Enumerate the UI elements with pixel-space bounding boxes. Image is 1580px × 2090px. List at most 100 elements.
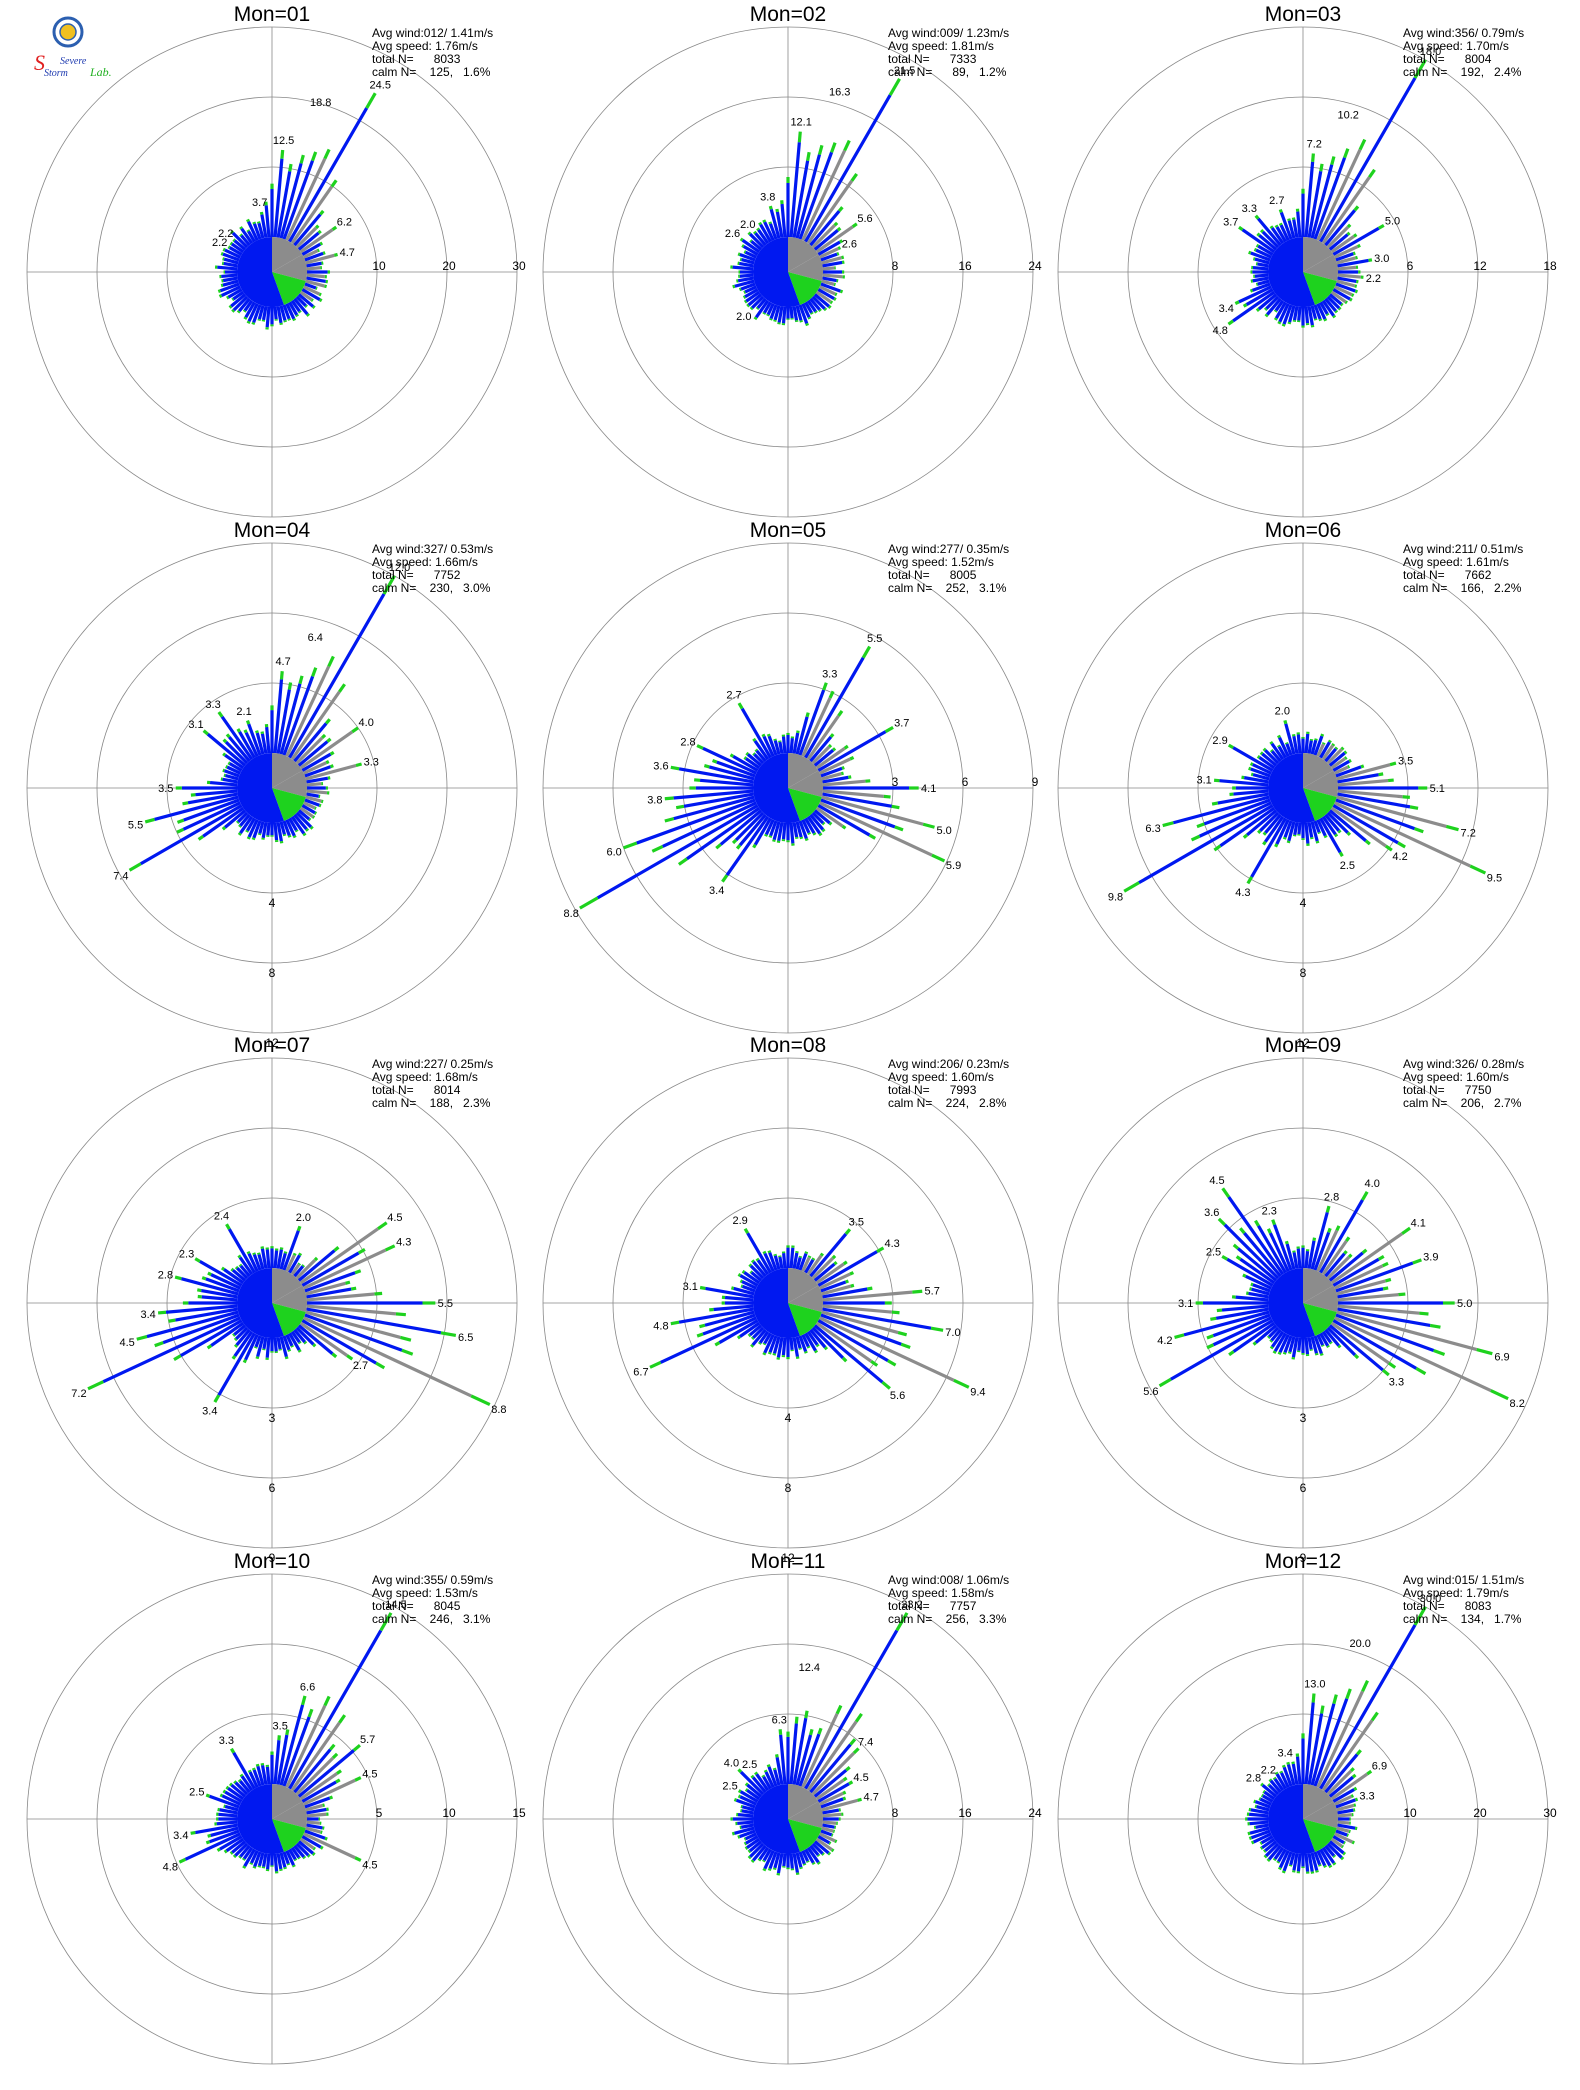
rose-petal-tip [1413, 1606, 1427, 1626]
rose-petal-bar [305, 1281, 346, 1296]
rose-petal-bar [1264, 1842, 1280, 1858]
rose-petal-tip [311, 815, 316, 819]
rose-petal-tip [231, 309, 235, 313]
rose-petal-tip [174, 1275, 182, 1281]
rose-petal-bar [1264, 1840, 1278, 1852]
rose-petal-bar [238, 1780, 251, 1794]
calm-pie-slice [1303, 237, 1334, 272]
rose-petal-tip [750, 1259, 755, 1263]
rose-petal-tip [1282, 1351, 1287, 1355]
rose-petal-tip [322, 1803, 325, 1807]
rose-petal-bar [245, 817, 256, 832]
rose-petal-tip [806, 1345, 811, 1349]
rose-petal-bar [811, 745, 831, 765]
rose-petal-bar [279, 162, 303, 239]
rose-petal-bar [811, 295, 826, 310]
petal-value-label: 5.5 [438, 1298, 453, 1310]
rose-petal-bar [822, 273, 843, 279]
rose-petal-tip [319, 209, 325, 216]
ring-tick-label: 6 [269, 1481, 276, 1495]
rose-petal-tip [752, 843, 757, 849]
rose-petal-tip [1269, 1339, 1273, 1343]
calm-pie-slice [788, 753, 819, 788]
rose-petal-bar [1304, 822, 1310, 844]
rose-petal-tip [234, 1265, 239, 1270]
stats-calm: calm N= 125, 1.6% [372, 65, 491, 79]
rose-petal-tip [1360, 764, 1365, 769]
rose-petal-bar [231, 231, 249, 249]
calm-pie-slice [753, 237, 800, 308]
stats-avg-speed: Avg speed: 1.66m/s [372, 555, 478, 569]
stats-avg-speed: Avg speed: 1.60m/s [888, 1070, 994, 1084]
rose-petal-bar [820, 1280, 847, 1293]
rose-petal-bar [182, 801, 241, 831]
rose-petal-bar [743, 1271, 761, 1285]
rose-petal-bar [1257, 262, 1269, 268]
rose-petal-bar [815, 1262, 845, 1285]
rose-petal-bar [293, 1844, 306, 1858]
rose-petal-tip [1335, 1225, 1341, 1232]
rose-petal-tip [302, 1855, 307, 1860]
rose-petal-tip [1352, 251, 1356, 256]
rose-petal-bar [297, 293, 315, 308]
rose-petal-bar [257, 1253, 265, 1270]
rose-petal-bar [753, 817, 772, 846]
rose-petal-tip [229, 1782, 233, 1787]
rose-petal-bar [822, 1823, 835, 1829]
rose-petal-tip [1322, 742, 1326, 745]
petal-value-label: 23.2 [901, 1599, 922, 1611]
rose-petal-bar [297, 1749, 355, 1798]
rose-petal-tip [1353, 1353, 1360, 1360]
rose-petal-bar [1248, 1812, 1269, 1818]
rose-petal-tip [296, 1225, 302, 1232]
rose-petal-bar [276, 1853, 283, 1870]
rose-petal-bar [1313, 1335, 1323, 1355]
petal-value-label: 6.3 [772, 1714, 787, 1726]
panel-title: Mon=04 [234, 519, 311, 542]
rose-petal-bar [1319, 1624, 1417, 1790]
rose-petal-bar [1330, 1232, 1404, 1285]
rose-petal-tip [1361, 1248, 1368, 1255]
rose-petal-tip [1327, 1227, 1332, 1233]
rose-petal-tip [744, 1846, 748, 1850]
rose-petal-tip [849, 1271, 855, 1276]
rose-petal-bar [1257, 244, 1274, 256]
rose-petal-tip [345, 1280, 351, 1285]
rose-petal-bar [817, 1319, 889, 1363]
petal-value-label: 3.3 [205, 699, 220, 711]
rose-petal-bar [1236, 1247, 1278, 1282]
rose-petal-tip [350, 1286, 357, 1291]
rose-petal-tip [730, 1286, 735, 1290]
rose-petal-tip [818, 832, 823, 837]
rose-petal-bar [1335, 1829, 1348, 1837]
rose-petal-bar [789, 1247, 795, 1269]
rose-petal-bar [234, 1781, 249, 1796]
rose-petal-tip [1321, 1344, 1325, 1347]
rose-petal-tip [1262, 747, 1267, 752]
rose-petal-bar [1310, 1336, 1319, 1354]
rose-petal-tip [279, 671, 284, 680]
rose-petal-bar [792, 160, 810, 238]
petal-value-label: 2.6 [725, 228, 740, 240]
rose-petal-bar [741, 1280, 757, 1290]
rose-petal-tip [747, 1855, 752, 1860]
rose-petal-bar [1270, 750, 1282, 763]
rose-petal-tip [715, 843, 722, 850]
rose-petal-tip [298, 310, 302, 314]
rose-petal-tip [1276, 744, 1281, 748]
rose-petal-bar [238, 731, 256, 759]
rose-petal-bar [801, 1334, 810, 1348]
rose-petal-bar [1316, 1229, 1339, 1272]
rose-petal-tip [834, 292, 838, 297]
rose-petal-tip [128, 862, 142, 872]
rose-petal-bar [1337, 1808, 1354, 1815]
rose-petal-tip [237, 1254, 242, 1259]
rose-petal-tip [1332, 1854, 1337, 1858]
rose-petal-tip [1343, 750, 1348, 755]
rose-petal-bar [820, 1797, 844, 1809]
rose-petal-bar [1273, 1332, 1287, 1353]
rose-petal-tip [819, 1252, 824, 1257]
rose-petal-tip [743, 756, 747, 760]
rose-petal-bar [741, 238, 761, 254]
